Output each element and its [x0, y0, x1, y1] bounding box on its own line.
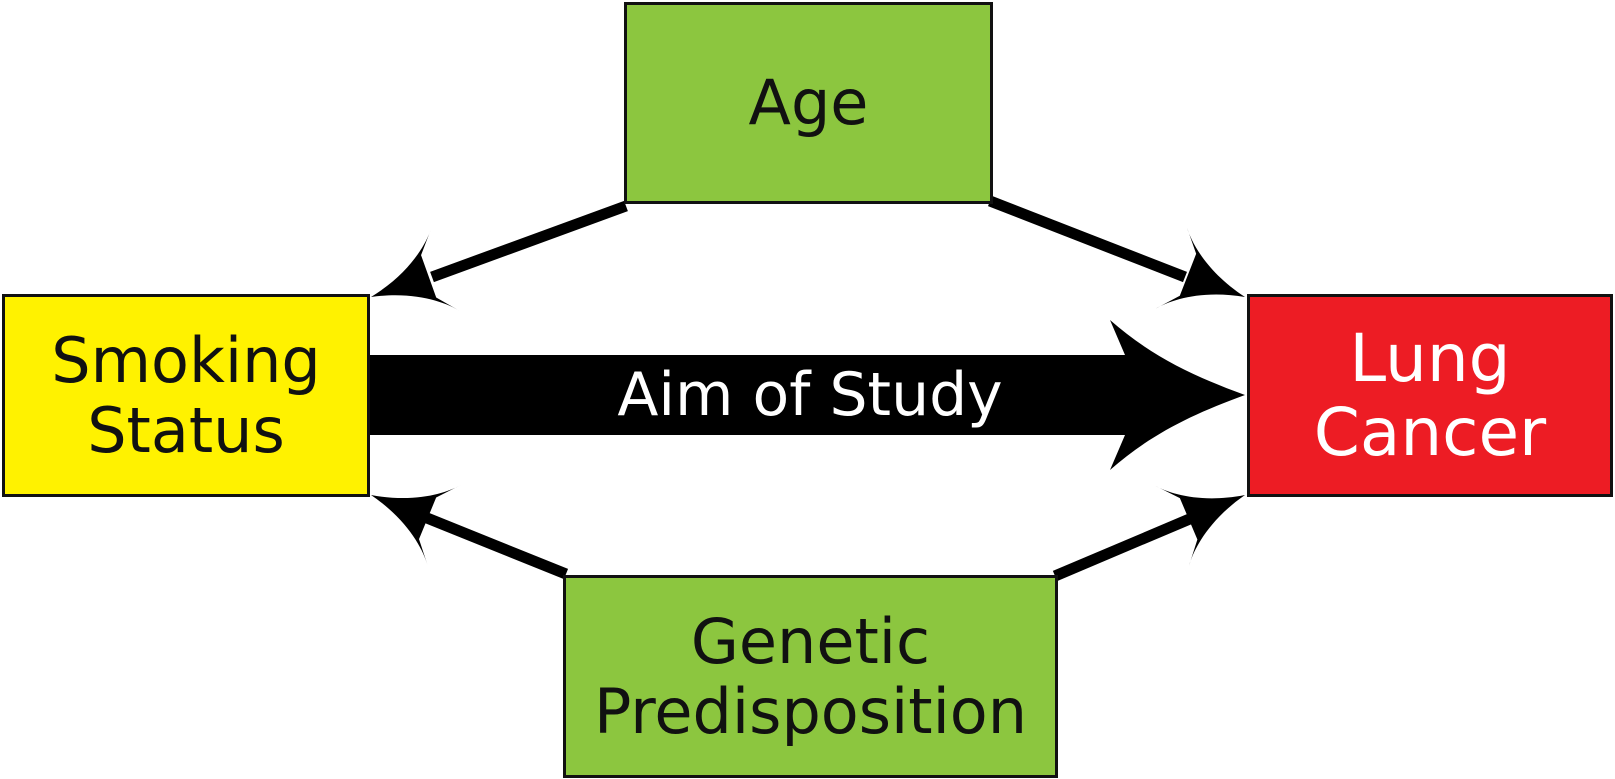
node-genetic-predisposition: Genetic Predisposition — [563, 575, 1058, 778]
arrowhead — [356, 229, 461, 338]
node-smoking-label-line2: Status — [87, 393, 285, 467]
arrow-shaft — [424, 512, 569, 580]
node-lung-label-line1: Lung — [1349, 319, 1511, 397]
main-arrow-smoking-to-lung — [368, 320, 1245, 470]
node-age: Age — [624, 2, 993, 204]
main-arrow-shaft — [368, 355, 1128, 435]
arrow-age-to-lung — [988, 195, 1261, 338]
node-lung-cancer: Lung Cancer — [1247, 294, 1613, 497]
arrow-genetic-to-lung — [1052, 454, 1262, 582]
node-genetic-label-line1: Genetic — [690, 605, 931, 679]
arrowhead — [354, 454, 461, 566]
main-arrow-head — [1110, 320, 1245, 470]
arrow-shaft — [988, 195, 1187, 283]
arrow-shaft — [430, 200, 628, 283]
node-genetic-label-line2: Predisposition — [593, 674, 1028, 748]
arrowhead — [1155, 227, 1261, 338]
arrow-shaft — [1052, 512, 1195, 582]
node-lung-label-line2: Cancer — [1313, 393, 1547, 471]
node-age-label: Age — [748, 66, 869, 140]
node-smoking-label-line1: Smoking — [51, 324, 321, 398]
arrow-age-to-smoking — [356, 200, 628, 338]
arrow-genetic-to-smoking — [354, 454, 569, 580]
arrowhead — [1155, 454, 1262, 566]
node-smoking-status: Smoking Status — [2, 294, 370, 497]
